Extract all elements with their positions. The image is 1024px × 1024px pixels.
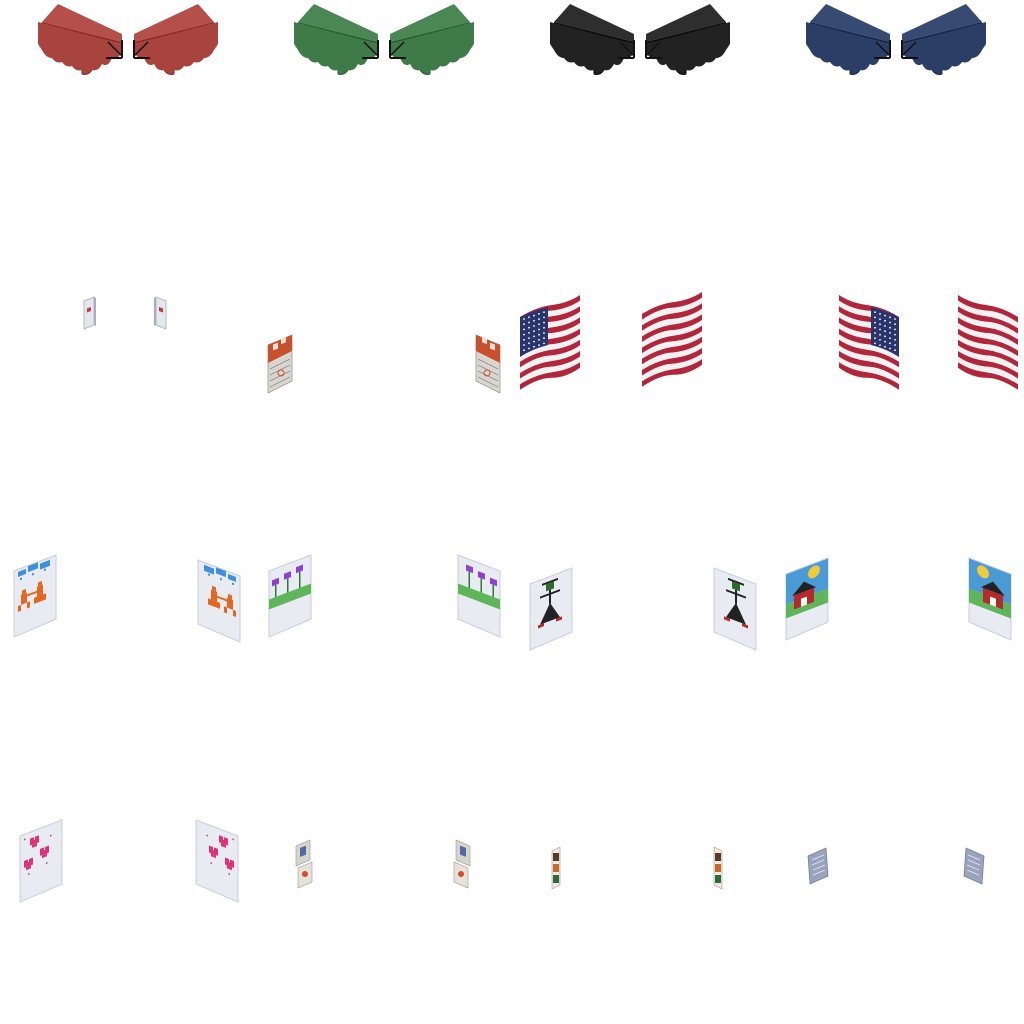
- awning-sprite: [550, 0, 640, 80]
- note-paper-right[interactable]: [960, 848, 1024, 958]
- drawing-flowers-sprite: [448, 555, 504, 625]
- drawing-hearts-sprite: [196, 820, 242, 896]
- awning-black-left[interactable]: [550, 0, 650, 110]
- us-flag-back-right[interactable]: [954, 295, 1024, 405]
- us-flag-left[interactable]: [518, 295, 618, 405]
- awning-blue-left[interactable]: [806, 0, 906, 110]
- calendar-poster-sprite: [262, 335, 298, 397]
- drawing-house-right[interactable]: [965, 558, 1024, 668]
- note-paper-left[interactable]: [806, 848, 906, 958]
- drawing-stick-figure-left[interactable]: [526, 568, 626, 678]
- awning-green-right[interactable]: [384, 0, 484, 110]
- awning-sprite: [640, 0, 730, 80]
- drawing-house-sprite: [782, 558, 832, 640]
- calendar-poster-left[interactable]: [262, 335, 362, 445]
- awning-sprite: [896, 0, 986, 80]
- us-flag-sprite: [835, 295, 901, 399]
- awning-sprite: [384, 0, 474, 80]
- drawing-house-left[interactable]: [782, 558, 882, 668]
- photo-strip-right[interactable]: [710, 845, 810, 955]
- photo-stack-left[interactable]: [294, 840, 394, 950]
- note-paper-sprite: [806, 848, 832, 888]
- us-flag-right[interactable]: [835, 295, 935, 405]
- awning-black-right[interactable]: [640, 0, 740, 110]
- awning-blue-right[interactable]: [896, 0, 996, 110]
- drawing-hearts-left[interactable]: [16, 820, 116, 930]
- awning-sprite: [806, 0, 896, 80]
- wall-plaque-sprite: [80, 295, 100, 335]
- us-flag-back-sprite: [640, 292, 706, 396]
- wall-plaque-sprite: [150, 295, 170, 335]
- calendar-poster-sprite: [470, 335, 506, 397]
- drawing-rain-people-sprite: [194, 560, 244, 644]
- us-flag-back-left[interactable]: [640, 292, 740, 402]
- awning-red-left[interactable]: [38, 0, 138, 110]
- drawing-flowers-sprite: [265, 555, 321, 625]
- note-paper-sprite: [960, 848, 986, 888]
- photo-stack-sprite: [450, 840, 472, 890]
- awning-sprite: [294, 0, 384, 80]
- photo-stack-sprite: [294, 840, 316, 890]
- drawing-hearts-sprite: [16, 820, 62, 896]
- drawing-stick-figure-sprite: [526, 568, 576, 652]
- awning-green-left[interactable]: [294, 0, 394, 110]
- photo-strip-sprite: [550, 845, 564, 891]
- wall-plaque-right[interactable]: [150, 295, 250, 405]
- drawing-rain-people-left[interactable]: [10, 555, 110, 665]
- awning-sprite: [38, 0, 128, 80]
- us-flag-sprite: [518, 295, 584, 399]
- drawing-house-sprite: [965, 558, 1015, 640]
- drawing-stick-figure-sprite: [710, 568, 760, 652]
- drawing-flowers-left[interactable]: [265, 555, 365, 665]
- awning-red-right[interactable]: [128, 0, 228, 110]
- photo-stack-right[interactable]: [450, 840, 550, 950]
- drawing-hearts-right[interactable]: [196, 820, 296, 930]
- photo-strip-left[interactable]: [550, 845, 650, 955]
- photo-strip-sprite: [710, 845, 724, 891]
- awning-sprite: [128, 0, 218, 80]
- us-flag-back-sprite: [954, 295, 1020, 399]
- drawing-rain-people-sprite: [10, 555, 60, 639]
